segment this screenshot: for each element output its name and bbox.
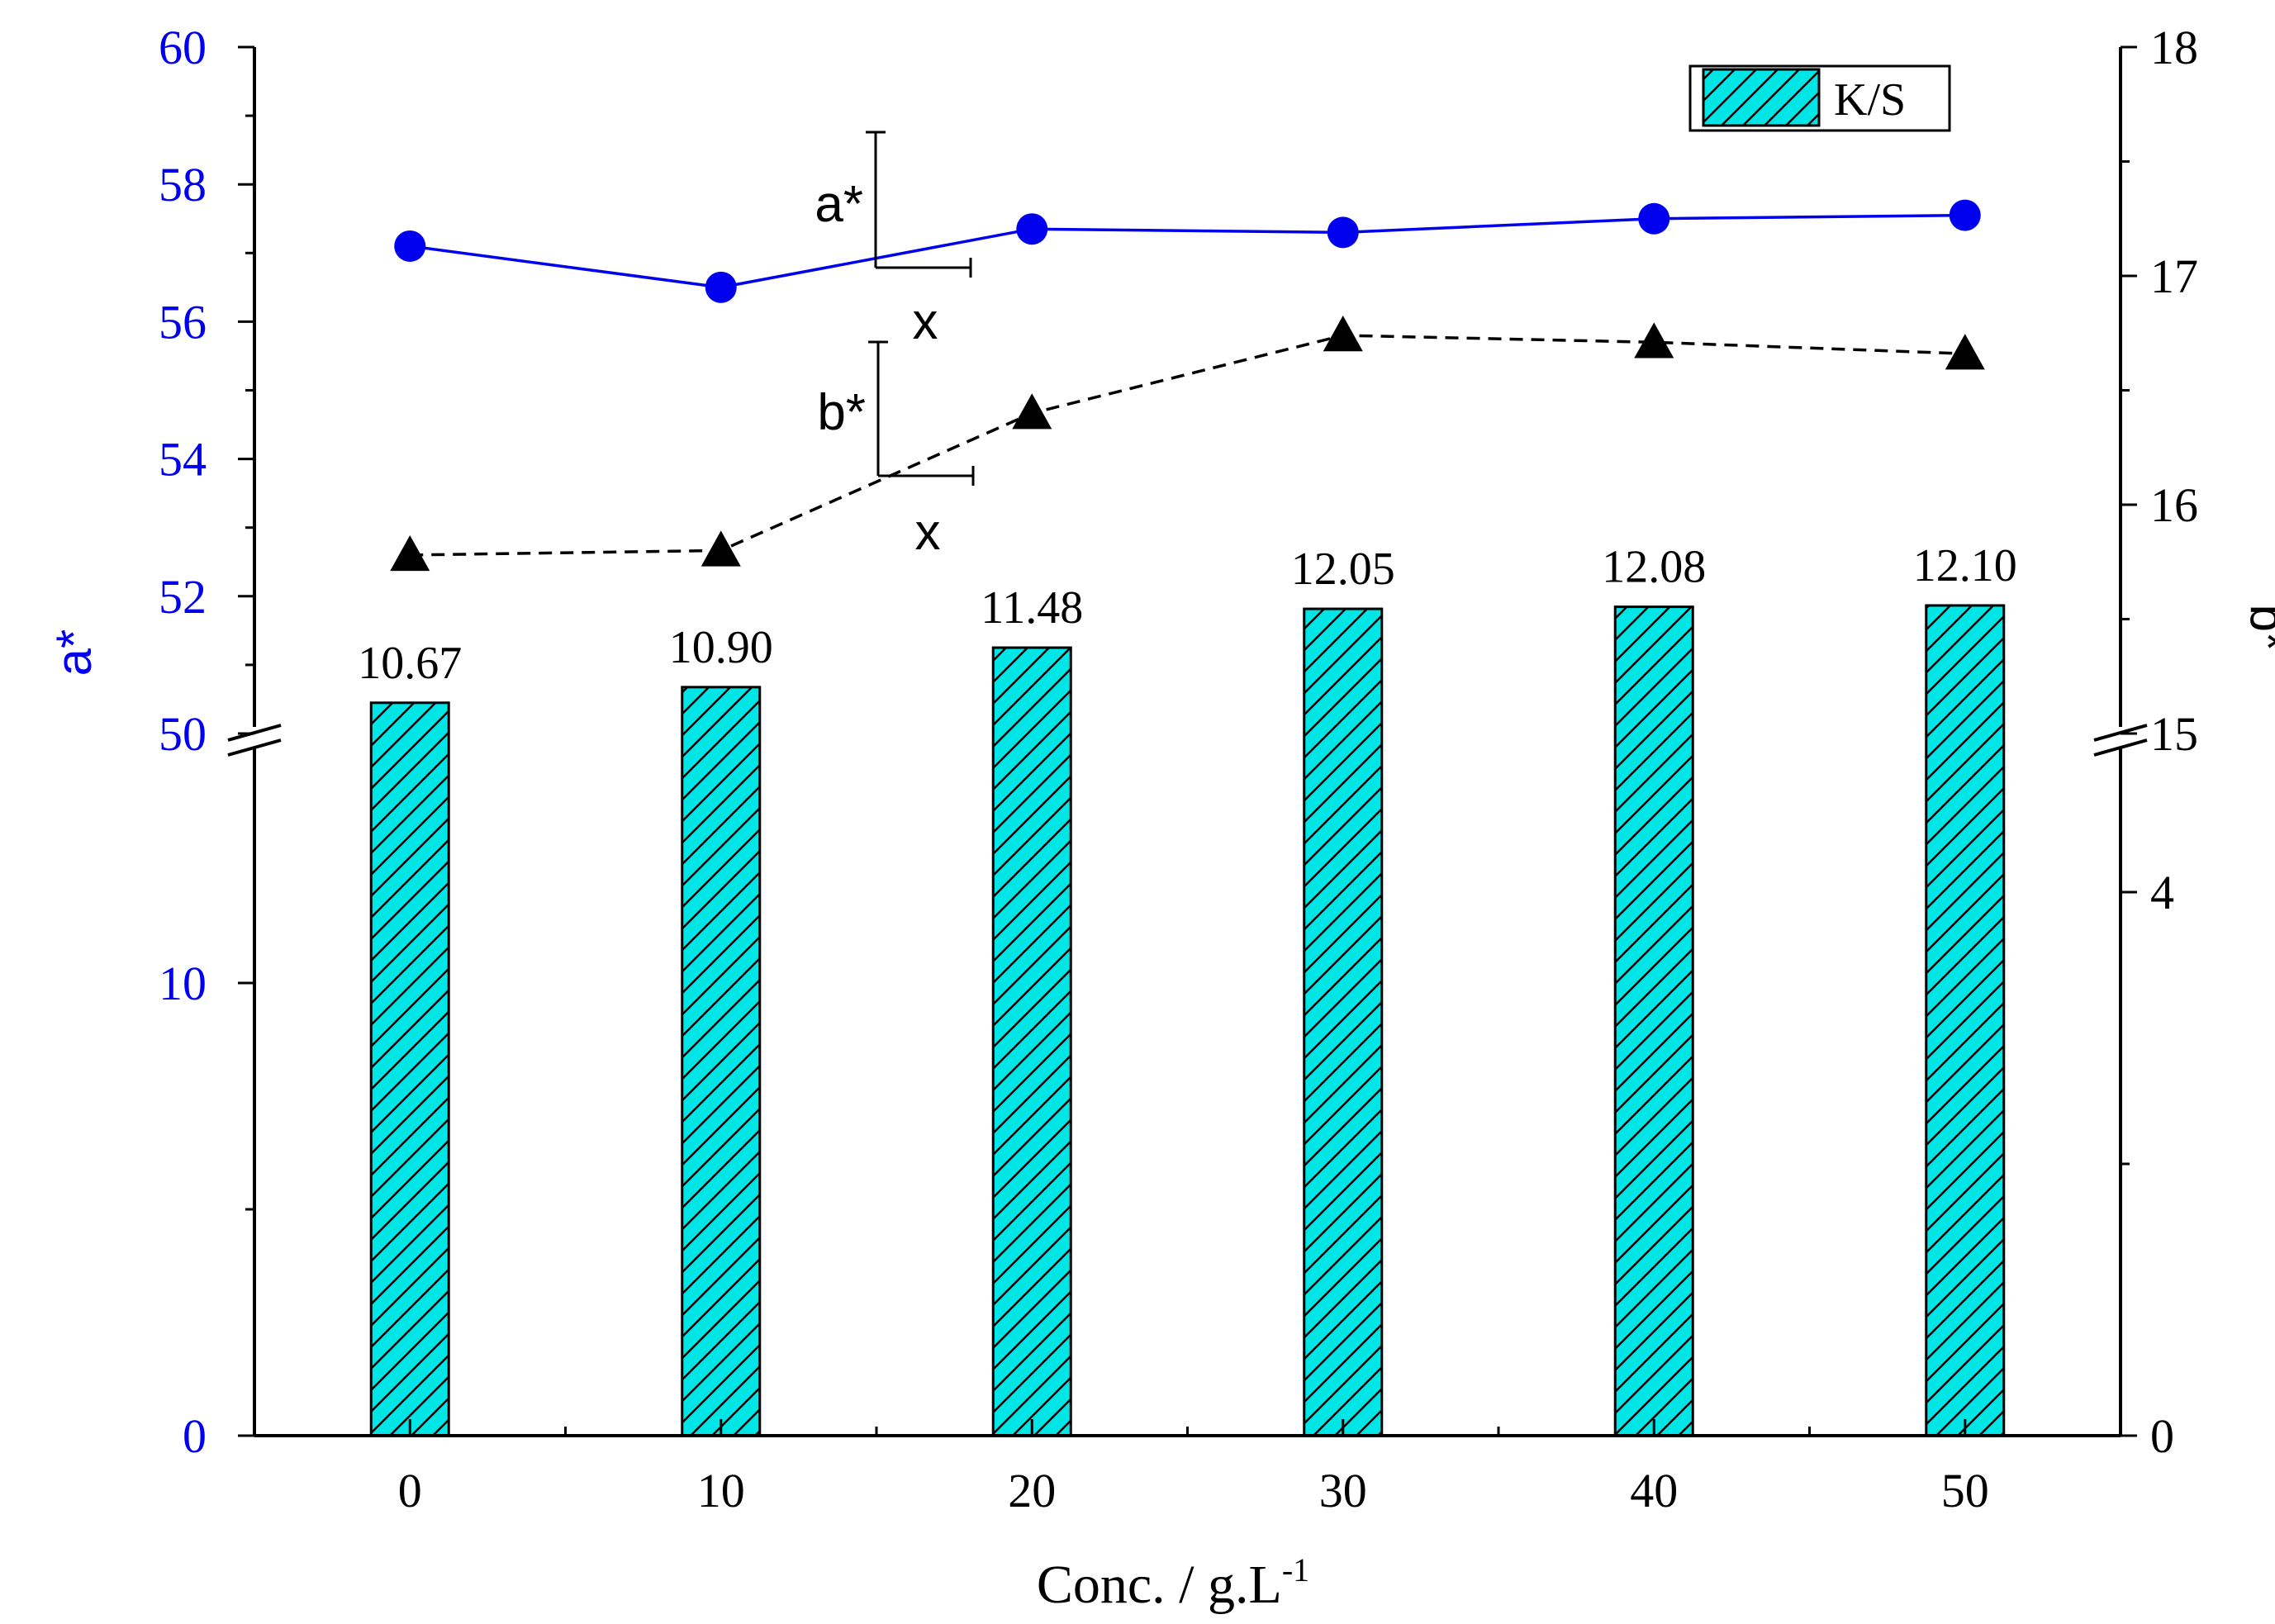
left-axis-break-mark-2 — [227, 738, 282, 757]
legend: K/S — [1688, 64, 1951, 132]
bar-ks-50 — [1925, 604, 2006, 1437]
bar-ks-10 — [681, 686, 762, 1437]
right-lower-tick-label-0: 0 — [2150, 1409, 2174, 1463]
bar-label-40: 12.08 — [1602, 542, 1706, 593]
marker-b-star-30 — [1323, 316, 1363, 352]
a-star-scale-annotation: a* x — [815, 131, 972, 350]
left-tick-label-58: 58 — [159, 158, 207, 211]
a-scale-label: a* — [815, 176, 863, 233]
bar-ks-40 — [1613, 605, 1694, 1437]
marker-b-star-20 — [1012, 393, 1052, 430]
marker-a-star-30 — [1327, 216, 1359, 249]
x-tick-label-10: 10 — [697, 1464, 745, 1517]
marker-b-star-50 — [1945, 334, 1985, 370]
left-tick-label-56: 56 — [159, 295, 207, 349]
right-axis-label: b* — [2240, 605, 2275, 652]
line-series — [410, 213, 1965, 557]
x-axis-label-superscript: -1 — [1282, 1551, 1309, 1588]
marker-a-star-40 — [1638, 202, 1670, 235]
bar-value-labels: 10.67 10.90 11.48 12.05 12.08 12.10 — [358, 540, 2017, 689]
marker-a-star-0 — [394, 230, 426, 262]
b-scale-label: b* — [817, 384, 866, 441]
marker-a-star-50 — [1949, 199, 1981, 231]
x-tick-label-30: 30 — [1319, 1464, 1367, 1517]
right-tick-label-16: 16 — [2150, 478, 2198, 532]
left-lower-tick-label-10: 10 — [159, 957, 207, 1010]
b-star-scale-annotation: b* x — [817, 340, 975, 561]
left-tick-label-50: 50 — [159, 707, 207, 761]
bar-ks-30 — [1303, 607, 1384, 1437]
left-axis-label: a* — [46, 629, 102, 677]
bar-ks-20 — [991, 646, 1072, 1437]
x-tick-label-40: 40 — [1630, 1464, 1678, 1517]
marker-b-star-0 — [390, 534, 430, 572]
right-lower-tick-label-4: 4 — [2150, 866, 2174, 919]
x-tick-label-20: 20 — [1008, 1464, 1056, 1517]
line-a-star — [410, 213, 1965, 289]
bar-label-20: 11.48 — [981, 582, 1083, 634]
marker-b-star-40 — [1634, 322, 1674, 359]
right-tick-label-18: 18 — [2150, 21, 2198, 74]
marker-b-star-10 — [701, 530, 741, 567]
bar-label-0: 10.67 — [358, 638, 462, 689]
bar-series-ks — [369, 604, 2006, 1437]
bar-label-30: 12.05 — [1291, 544, 1395, 595]
line-markers — [390, 199, 1985, 572]
bar-ks-0 — [369, 701, 450, 1437]
marker-a-star-20 — [1016, 213, 1048, 245]
a-scale-x-label: x — [913, 293, 938, 350]
bar-label-50: 12.10 — [1913, 540, 2017, 591]
axes — [227, 47, 2148, 1437]
left-tick-label-52: 52 — [159, 570, 207, 624]
x-axis-label: Conc. / g.L-1 — [1037, 1551, 1309, 1615]
line-b-star — [410, 334, 1965, 557]
right-tick-label-17: 17 — [2150, 249, 2198, 303]
left-tick-label-60: 60 — [159, 21, 207, 74]
legend-swatch — [1702, 68, 1821, 127]
legend-label-ks: K/S — [1834, 74, 1906, 126]
left-lower-tick-label-0: 0 — [183, 1409, 207, 1463]
right-tick-label-15: 15 — [2150, 707, 2198, 761]
marker-a-star-10 — [705, 271, 737, 303]
x-tick-label-50: 50 — [1941, 1464, 1989, 1517]
bar-label-10: 10.90 — [669, 622, 773, 673]
left-tick-label-54: 54 — [159, 433, 207, 487]
x-tick-label-0: 0 — [398, 1464, 422, 1517]
b-scale-x-label: x — [915, 504, 941, 561]
right-axis-break-mark-2 — [2093, 738, 2148, 757]
